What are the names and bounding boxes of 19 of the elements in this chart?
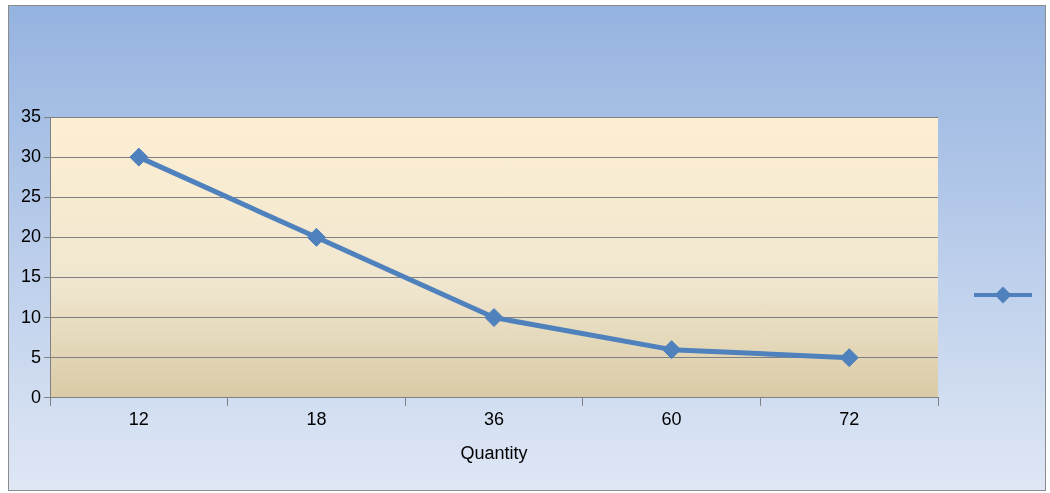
point (839, 348, 859, 368)
y-tick-label: 10 (20, 306, 42, 327)
point (662, 340, 682, 360)
y-tick-label: 35 (20, 105, 42, 126)
x-tick-label: 18 (306, 408, 327, 429)
y-tick-label: 30 (20, 146, 42, 167)
point (306, 227, 326, 247)
y-tick-label: 0 (31, 386, 42, 407)
y-tick-label: 5 (31, 346, 42, 367)
x-tick-label: 72 (839, 408, 860, 429)
x-axis-title: Quantity (460, 443, 528, 464)
y-tick-label: 25 (20, 186, 42, 207)
x-tick-label: 36 (484, 408, 505, 429)
x-tick-label: 60 (661, 408, 682, 429)
y-tick-label: 15 (20, 266, 42, 287)
x-tick-label: 12 (128, 408, 149, 429)
point (484, 308, 504, 328)
y-tick-label: 20 (20, 226, 42, 247)
point (129, 147, 149, 167)
